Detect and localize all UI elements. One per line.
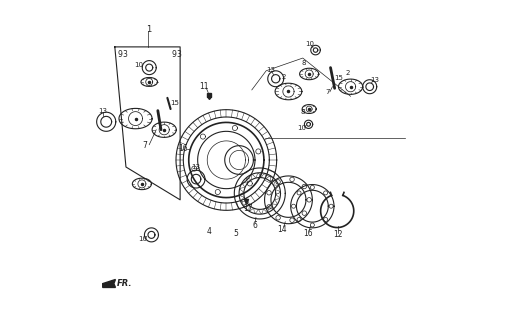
Text: 17: 17 — [243, 204, 252, 213]
Text: 13: 13 — [265, 67, 274, 73]
Text: 9: 9 — [117, 50, 122, 59]
Text: 8: 8 — [300, 109, 304, 115]
Text: 15: 15 — [333, 75, 342, 81]
Text: 5: 5 — [233, 229, 238, 238]
Text: 1: 1 — [146, 25, 151, 34]
Text: 3: 3 — [176, 50, 181, 59]
Text: 9: 9 — [171, 50, 176, 59]
Text: 15: 15 — [170, 100, 179, 106]
Text: 11: 11 — [199, 82, 208, 91]
Text: FR.: FR. — [116, 279, 132, 288]
Text: 4: 4 — [206, 227, 211, 236]
Text: 3: 3 — [122, 50, 127, 59]
Text: 14: 14 — [277, 225, 287, 234]
Text: 13: 13 — [369, 77, 378, 83]
Text: 2: 2 — [281, 74, 286, 80]
Text: 8: 8 — [301, 60, 306, 67]
Text: 13: 13 — [191, 164, 200, 170]
Text: 7: 7 — [143, 141, 147, 150]
Text: 2: 2 — [345, 70, 349, 76]
Polygon shape — [102, 279, 115, 287]
Text: 7: 7 — [325, 89, 329, 95]
Text: 13: 13 — [98, 108, 107, 114]
Text: 10: 10 — [305, 41, 314, 47]
Text: 10: 10 — [134, 62, 143, 68]
Text: 10: 10 — [297, 125, 306, 131]
Text: 16: 16 — [178, 144, 188, 153]
Text: 12: 12 — [332, 230, 342, 239]
Text: 10: 10 — [138, 236, 147, 242]
Text: 6: 6 — [252, 221, 257, 230]
Text: 16: 16 — [302, 229, 312, 238]
